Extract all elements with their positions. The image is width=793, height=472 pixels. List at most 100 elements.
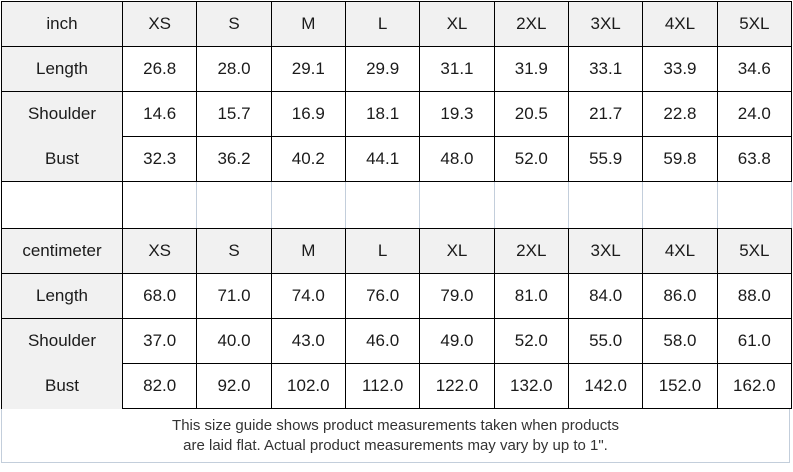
spacer-cell bbox=[419, 181, 495, 229]
measurement-cell: 132.0 bbox=[493, 363, 569, 409]
inch-bust-row: Bust 32.3 36.2 40.2 44.1 48.0 52.0 55.9 … bbox=[1, 136, 793, 182]
measurement-cell: 46.0 bbox=[344, 318, 421, 364]
measurement-cell: 18.1 bbox=[344, 91, 421, 137]
size-header-2xl: 2XL bbox=[493, 228, 569, 274]
measurement-cell: 74.0 bbox=[270, 273, 346, 319]
measurement-cell: 61.0 bbox=[716, 318, 793, 364]
measurement-cell: 36.2 bbox=[196, 136, 272, 182]
disclaimer-line-2: are laid flat. Actual product measuremen… bbox=[183, 437, 608, 454]
row-label-length: Length bbox=[1, 273, 123, 319]
measurement-cell: 19.3 bbox=[419, 91, 495, 137]
size-header-m: M bbox=[270, 1, 346, 47]
centimeter-header-row: centimeter XS S M L XL 2XL 3XL 4XL 5XL bbox=[1, 228, 793, 274]
row-label-bust: Bust bbox=[1, 136, 123, 182]
size-header-5xl: 5XL bbox=[716, 228, 793, 274]
measurement-cell: 76.0 bbox=[344, 273, 421, 319]
spacer-cell bbox=[642, 181, 718, 229]
spacer-cell bbox=[196, 181, 272, 229]
measurement-cell: 68.0 bbox=[121, 273, 198, 319]
size-header-s: S bbox=[196, 228, 272, 274]
measurement-cell: 43.0 bbox=[270, 318, 346, 364]
inch-header-row: inch XS S M L XL 2XL 3XL 4XL 5XL bbox=[1, 1, 793, 47]
measurement-cell: 32.3 bbox=[121, 136, 198, 182]
size-header-4xl: 4XL bbox=[642, 1, 718, 47]
centimeter-length-row: Length 68.0 71.0 74.0 76.0 79.0 81.0 84.… bbox=[1, 273, 793, 319]
disclaimer-line-1: This size guide shows product measuremen… bbox=[172, 417, 619, 434]
measurement-cell: 31.9 bbox=[493, 46, 569, 92]
measurement-cell: 52.0 bbox=[493, 136, 569, 182]
measurement-cell: 34.6 bbox=[716, 46, 793, 92]
measurement-cell: 24.0 bbox=[716, 91, 793, 137]
centimeter-shoulder-row: Shoulder 37.0 40.0 43.0 46.0 49.0 52.0 5… bbox=[1, 318, 793, 364]
measurement-cell: 55.9 bbox=[567, 136, 644, 182]
unit-label-inch: inch bbox=[1, 1, 123, 47]
measurement-cell: 162.0 bbox=[716, 363, 793, 409]
measurement-cell: 82.0 bbox=[121, 363, 198, 409]
size-header-l: L bbox=[344, 228, 421, 274]
row-label-bust: Bust bbox=[1, 363, 123, 409]
spacer-row bbox=[1, 181, 793, 229]
measurement-cell: 92.0 bbox=[196, 363, 272, 409]
measurement-cell: 15.7 bbox=[196, 91, 272, 137]
measurement-cell: 142.0 bbox=[567, 363, 644, 409]
size-header-xl: XL bbox=[419, 1, 495, 47]
measurement-cell: 29.1 bbox=[270, 46, 346, 92]
measurement-cell: 20.5 bbox=[493, 91, 569, 137]
measurement-cell: 33.1 bbox=[567, 46, 644, 92]
measurement-cell: 31.1 bbox=[419, 46, 495, 92]
measurement-cell: 112.0 bbox=[344, 363, 421, 409]
measurement-cell: 55.0 bbox=[567, 318, 644, 364]
measurement-cell: 22.8 bbox=[642, 91, 718, 137]
measurement-cell: 102.0 bbox=[270, 363, 346, 409]
measurement-cell: 59.8 bbox=[642, 136, 718, 182]
size-header-m: M bbox=[270, 228, 346, 274]
spacer-cell bbox=[567, 181, 644, 229]
unit-label-centimeter: centimeter bbox=[1, 228, 123, 274]
size-header-3xl: 3XL bbox=[567, 1, 644, 47]
measurement-cell: 81.0 bbox=[493, 273, 569, 319]
measurement-cell: 63.8 bbox=[716, 136, 793, 182]
measurement-cell: 40.0 bbox=[196, 318, 272, 364]
size-guide-table: inch XS S M L XL 2XL 3XL 4XL 5XL Length … bbox=[1, 1, 793, 409]
row-label-length: Length bbox=[1, 46, 123, 92]
measurement-cell: 49.0 bbox=[419, 318, 495, 364]
measurement-cell: 14.6 bbox=[121, 91, 198, 137]
measurement-cell: 58.0 bbox=[642, 318, 718, 364]
inch-shoulder-row: Shoulder 14.6 15.7 16.9 18.1 19.3 20.5 2… bbox=[1, 91, 793, 137]
centimeter-bust-row: Bust 82.0 92.0 102.0 112.0 122.0 132.0 1… bbox=[1, 363, 793, 409]
spacer-cell bbox=[1, 181, 123, 229]
size-header-xs: XS bbox=[121, 228, 198, 274]
measurement-cell: 86.0 bbox=[642, 273, 718, 319]
size-header-5xl: 5XL bbox=[716, 1, 793, 47]
size-header-xl: XL bbox=[419, 228, 495, 274]
measurement-cell: 71.0 bbox=[196, 273, 272, 319]
size-header-l: L bbox=[344, 1, 421, 47]
spacer-cell bbox=[344, 181, 421, 229]
inch-length-row: Length 26.8 28.0 29.1 29.9 31.1 31.9 33.… bbox=[1, 46, 793, 92]
measurement-cell: 37.0 bbox=[121, 318, 198, 364]
size-header-3xl: 3XL bbox=[567, 228, 644, 274]
size-guide-disclaimer: This size guide shows product measuremen… bbox=[1, 409, 790, 463]
spacer-cell bbox=[270, 181, 346, 229]
measurement-cell: 28.0 bbox=[196, 46, 272, 92]
measurement-cell: 79.0 bbox=[419, 273, 495, 319]
spacer-cell bbox=[121, 181, 198, 229]
size-header-2xl: 2XL bbox=[493, 1, 569, 47]
measurement-cell: 52.0 bbox=[493, 318, 569, 364]
measurement-cell: 48.0 bbox=[419, 136, 495, 182]
spacer-cell bbox=[716, 181, 793, 229]
measurement-cell: 29.9 bbox=[344, 46, 421, 92]
measurement-cell: 26.8 bbox=[121, 46, 198, 92]
measurement-cell: 21.7 bbox=[567, 91, 644, 137]
size-header-s: S bbox=[196, 1, 272, 47]
measurement-cell: 88.0 bbox=[716, 273, 793, 319]
measurement-cell: 152.0 bbox=[642, 363, 718, 409]
measurement-cell: 40.2 bbox=[270, 136, 346, 182]
measurement-cell: 44.1 bbox=[344, 136, 421, 182]
measurement-cell: 122.0 bbox=[419, 363, 495, 409]
measurement-cell: 33.9 bbox=[642, 46, 718, 92]
spacer-cell bbox=[493, 181, 569, 229]
size-header-xs: XS bbox=[121, 1, 198, 47]
row-label-shoulder: Shoulder bbox=[1, 91, 123, 137]
